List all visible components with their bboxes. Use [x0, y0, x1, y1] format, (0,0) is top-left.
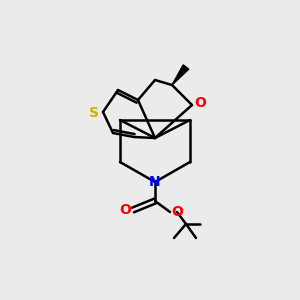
Text: S: S: [89, 106, 99, 120]
Text: N: N: [149, 175, 161, 189]
Text: O: O: [171, 205, 183, 219]
Polygon shape: [172, 65, 189, 85]
Text: O: O: [119, 203, 131, 217]
Text: O: O: [194, 96, 206, 110]
